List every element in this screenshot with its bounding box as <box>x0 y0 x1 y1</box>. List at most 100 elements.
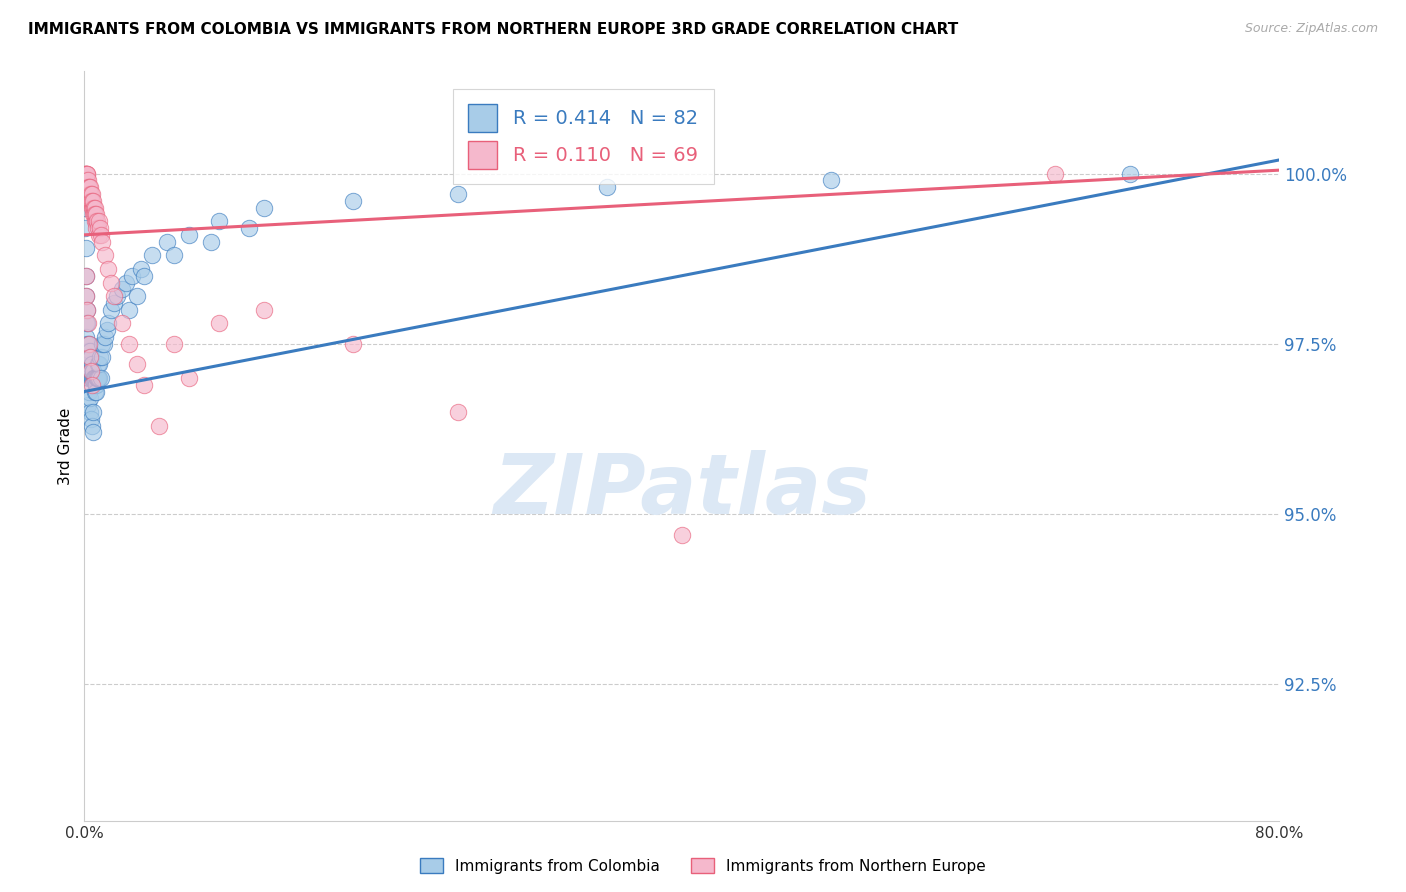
Point <box>79 343 101 358</box>
Point <box>208 317 231 331</box>
Point <box>76 167 98 181</box>
Point <box>103 289 125 303</box>
Point <box>82 371 104 385</box>
Point <box>75 268 97 283</box>
Point <box>177 371 200 385</box>
Point <box>77 357 100 371</box>
Point <box>76 343 98 358</box>
Point <box>84 377 107 392</box>
Point <box>105 289 128 303</box>
Point <box>91 235 114 249</box>
Point <box>177 227 200 242</box>
Point <box>132 268 156 283</box>
Point <box>80 351 103 365</box>
Point <box>80 377 103 392</box>
Point <box>75 167 97 181</box>
Point <box>86 384 108 399</box>
Point <box>86 371 108 385</box>
Point <box>208 214 231 228</box>
Point <box>342 194 364 208</box>
Point <box>84 371 107 385</box>
Point <box>82 194 104 208</box>
Legend: R = 0.414   N = 82, R = 0.110   N = 69: R = 0.414 N = 82, R = 0.110 N = 69 <box>453 88 714 185</box>
Point <box>155 235 177 249</box>
Point <box>253 302 276 317</box>
Point <box>596 180 619 194</box>
Point <box>82 207 104 221</box>
Point <box>83 207 105 221</box>
Point <box>79 371 101 385</box>
Point <box>80 201 103 215</box>
Point <box>163 336 186 351</box>
Point <box>111 282 134 296</box>
Point <box>80 357 103 371</box>
Point <box>83 371 105 385</box>
Point <box>125 357 148 371</box>
Point <box>89 357 111 371</box>
Point <box>94 248 117 262</box>
Point <box>82 405 104 419</box>
Point <box>75 167 97 181</box>
Point <box>80 411 103 425</box>
Point <box>75 173 97 187</box>
Point <box>79 186 101 201</box>
Point <box>75 173 97 187</box>
Point <box>87 371 110 385</box>
Point <box>76 180 98 194</box>
Point <box>76 351 98 365</box>
Point <box>100 302 122 317</box>
Point <box>90 351 112 365</box>
Point <box>141 248 163 262</box>
Point <box>83 371 105 385</box>
Point <box>83 371 105 385</box>
Point <box>84 221 107 235</box>
Point <box>75 242 97 256</box>
Point <box>75 268 97 283</box>
Point <box>200 235 222 249</box>
Point <box>118 302 141 317</box>
Y-axis label: 3rd Grade: 3rd Grade <box>58 408 73 484</box>
Point <box>77 336 100 351</box>
Point <box>86 207 108 221</box>
Point <box>238 221 260 235</box>
Point <box>76 317 98 331</box>
Point <box>79 364 101 378</box>
Point <box>76 186 98 201</box>
Point <box>87 221 110 235</box>
Point <box>82 425 104 440</box>
Point <box>75 330 97 344</box>
Point <box>87 371 110 385</box>
Point <box>79 194 101 208</box>
Point <box>86 371 108 385</box>
Point <box>84 371 107 385</box>
Point <box>125 289 148 303</box>
Point <box>83 214 105 228</box>
Point <box>83 384 105 399</box>
Point <box>80 186 103 201</box>
Point <box>1119 167 1142 181</box>
Point <box>111 317 134 331</box>
Point <box>91 336 114 351</box>
Point <box>79 351 101 365</box>
Point <box>97 317 120 331</box>
Point <box>76 302 98 317</box>
Point <box>148 418 170 433</box>
Point <box>82 364 104 378</box>
Point <box>342 336 364 351</box>
Point <box>90 371 112 385</box>
Point <box>77 194 100 208</box>
Point <box>129 261 152 276</box>
Point <box>77 173 100 187</box>
Point <box>103 296 125 310</box>
Point <box>76 302 98 317</box>
Point <box>79 180 101 194</box>
Point <box>80 418 103 433</box>
Point <box>86 214 108 228</box>
Point <box>75 317 97 331</box>
Point <box>77 371 100 385</box>
Text: ZIPatlas: ZIPatlas <box>494 450 870 532</box>
Text: IMMIGRANTS FROM COLOMBIA VS IMMIGRANTS FROM NORTHERN EUROPE 3RD GRADE CORRELATIO: IMMIGRANTS FROM COLOMBIA VS IMMIGRANTS F… <box>28 22 959 37</box>
Point <box>79 364 101 378</box>
Point <box>83 201 105 215</box>
Point <box>89 221 111 235</box>
